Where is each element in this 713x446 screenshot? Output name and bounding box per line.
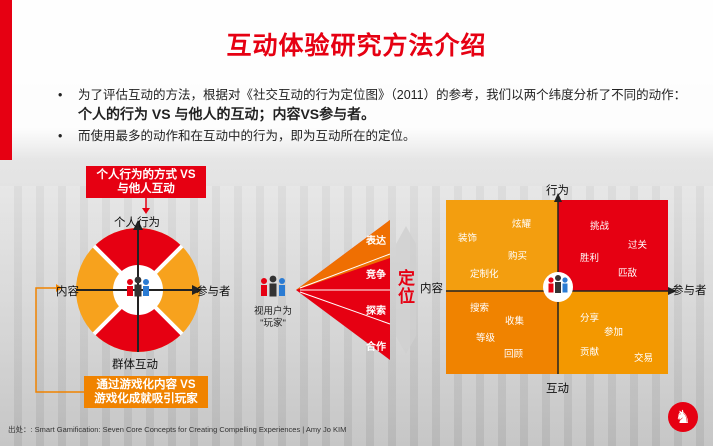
action-rank: 等级 [476, 333, 496, 344]
action-trade: 交易 [634, 353, 654, 364]
axis-label-left: 内容 [56, 286, 79, 298]
action-win: 胜利 [580, 253, 600, 264]
bottom-box-line2: 游戏化成就吸引玩家 [94, 393, 198, 405]
action-contribute: 贡献 [580, 347, 600, 358]
funnel-label-competition: 竞争 [366, 270, 386, 281]
header-panel [0, 0, 713, 160]
grid-axis-bottom: 互动 [546, 383, 569, 395]
bullet-emphasis: 个人的行为 VS 与他人的互动；内容VS参与者。 [78, 106, 376, 122]
people-icon [548, 275, 568, 293]
bullet-list: • 为了评估互动的方法，根据对《社交互动的行为定位图》（2011）的参考，我们以… [58, 86, 698, 148]
action-match: 匹敌 [618, 268, 638, 279]
bottom-connector-arrow [56, 284, 62, 292]
bullet-text: 而使用最多的动作和在互动中的行为，即为互动所在的定位。 [78, 129, 416, 143]
funnel-label-cooperation: 合作 [366, 342, 386, 353]
action-customize: 定制化 [470, 269, 499, 280]
position-char2: 位 [398, 287, 415, 306]
grid-axis-left: 内容 [420, 283, 443, 295]
bullet-dot: • [58, 88, 63, 102]
funnel-segment-orange [296, 220, 390, 290]
player-icon [261, 275, 285, 297]
action-challenge: 挑战 [590, 221, 610, 232]
action-decorate: 装饰 [458, 233, 478, 244]
top-box-line2: 与他人互动 [117, 183, 175, 195]
source-footer: 出处：: Smart Gamification: Seven Core Conc… [8, 425, 347, 434]
position-label: 定 位 [398, 269, 415, 306]
bottom-connector [35, 287, 86, 393]
top-definition-box: 个人行为的方式 VS 与他人互动 [86, 166, 206, 198]
position-badge [396, 226, 416, 354]
funnel-label-exploration: 探索 [366, 306, 386, 317]
funnel-divider [299, 291, 391, 325]
grid-axis-right: 参与者 [672, 285, 707, 297]
bullet-item: • 为了评估互动的方法，根据对《社交互动的行为定位图》（2011）的参考，我们以… [58, 86, 698, 125]
player-caption-line1: 视用户为 [253, 306, 292, 317]
bottom-box-line1: 通过游戏化内容 VS [96, 379, 196, 391]
action-review: 回顾 [504, 349, 524, 360]
player-caption: 视用户为 "玩家" [248, 306, 298, 330]
bullet-item: • 而使用最多的动作和在互动中的行为，即为互动所在的定位。 [58, 127, 698, 146]
accent-bar [0, 0, 12, 160]
axis-arrow-up [133, 220, 143, 230]
top-box-line1: 个人行为的方式 VS [96, 169, 196, 181]
action-join: 参加 [604, 327, 624, 338]
axis-arrow-right [192, 285, 202, 295]
action-search: 搜索 [470, 303, 490, 314]
player-caption-line2: "玩家" [260, 318, 286, 329]
bullet-text: 为了评估互动的方法，根据对《社交互动的行为定位图》（2011）的参考，我们以两个… [78, 88, 687, 102]
top-connector-arrow [142, 208, 150, 214]
position-char1: 定 [398, 269, 415, 288]
grid-axis-arrow-up [554, 193, 562, 202]
grid-axis-top: 行为 [546, 185, 569, 197]
action-show-off: 炫耀 [512, 219, 532, 230]
axis-label-bottom: 群体互动 [112, 359, 158, 371]
quadrant-top-left [446, 200, 558, 291]
bottom-definition-box: 通过游戏化内容 VS 游戏化成就吸引玩家 [84, 376, 208, 408]
page-title: 互动体验研究方法介绍 [226, 32, 487, 60]
grid-axis-arrow-right [668, 287, 677, 295]
axis-label-top: 个人行为 [114, 217, 160, 229]
horse-logo-icon: ♞ [668, 402, 698, 432]
quadrant-bottom-left [446, 291, 558, 374]
funnel-divider [299, 253, 391, 289]
people-icon [127, 276, 149, 297]
bullet-dot: • [58, 129, 63, 143]
action-share: 分享 [580, 313, 600, 324]
axis-label-right: 参与者 [196, 286, 231, 298]
funnel-label-expression: 表达 [366, 236, 386, 247]
quadrant-bottom-right [558, 291, 668, 374]
quadrant-top-right [558, 200, 668, 291]
action-collect: 收集 [505, 316, 525, 327]
action-buy: 购买 [508, 251, 528, 262]
action-level-up: 过关 [628, 240, 648, 251]
